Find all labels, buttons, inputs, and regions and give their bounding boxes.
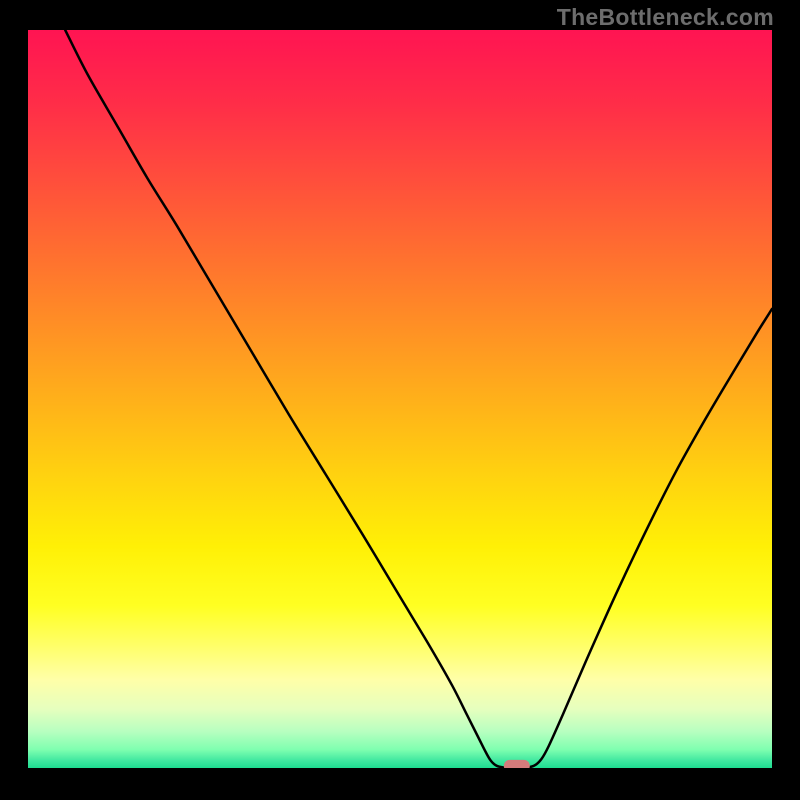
watermark-text: TheBottleneck.com — [557, 4, 774, 31]
optimum-marker — [504, 760, 530, 768]
chart-container: TheBottleneck.com — [0, 0, 800, 800]
plot-area — [28, 30, 772, 768]
gradient-background — [28, 30, 772, 768]
